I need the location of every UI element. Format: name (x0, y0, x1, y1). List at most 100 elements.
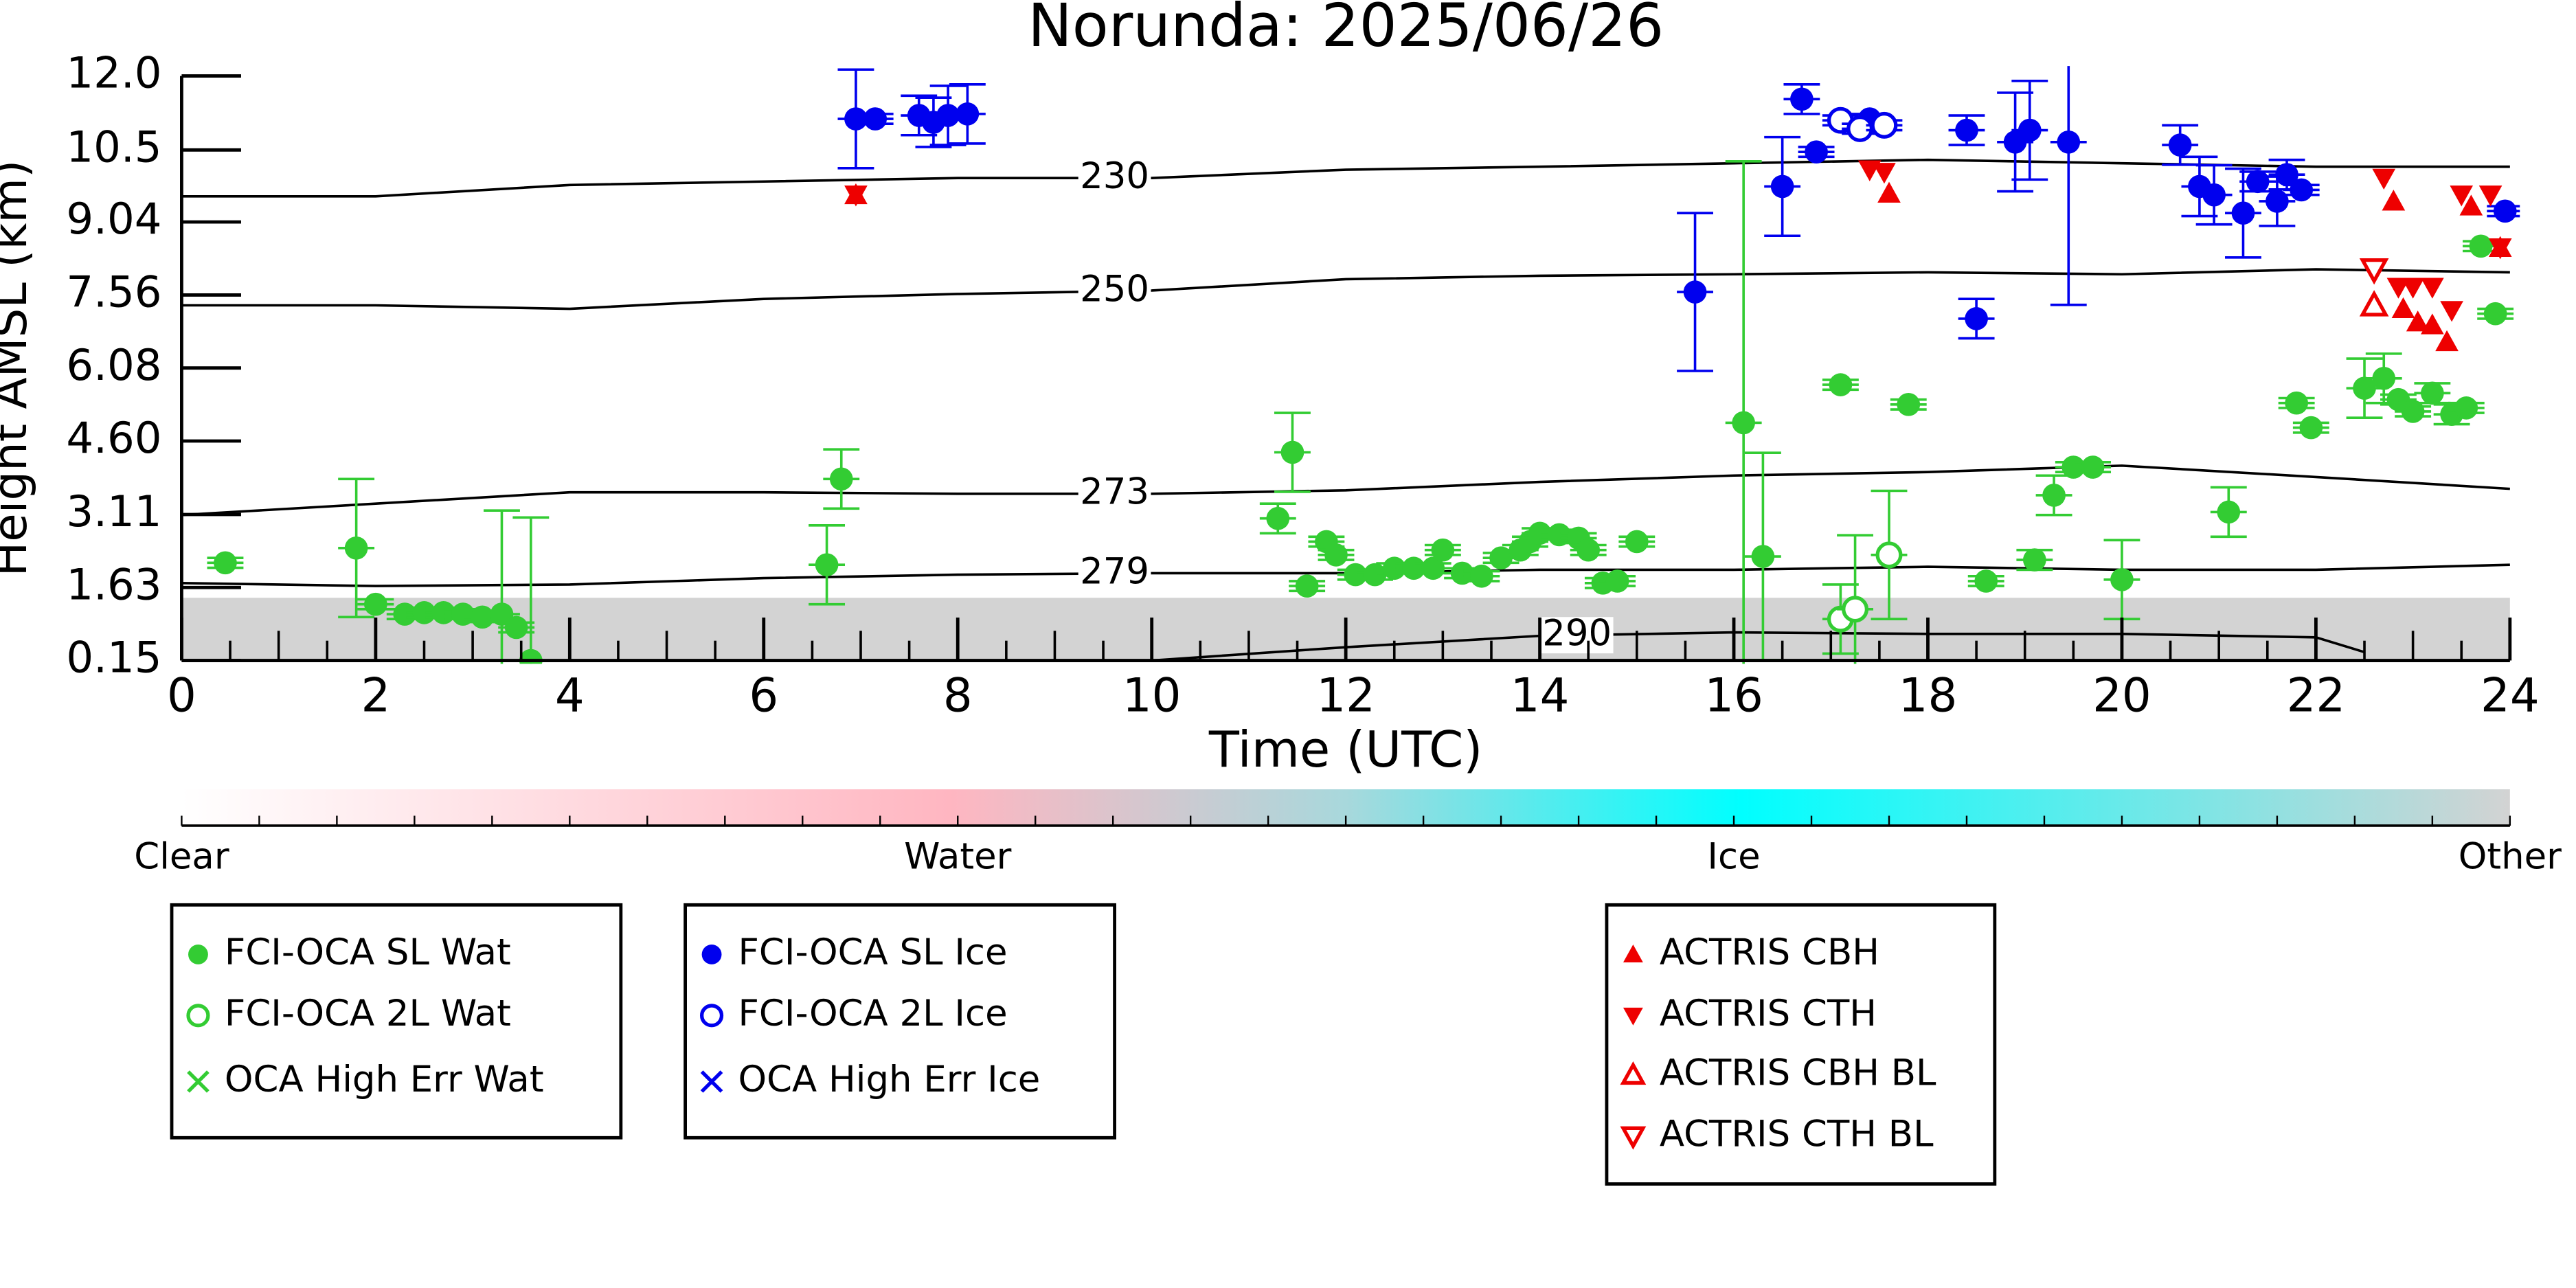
plot-area: 230 250 273 279 290 (181, 66, 2520, 664)
marker (2359, 290, 2389, 317)
marker (504, 615, 528, 640)
legend-marker (1623, 945, 1643, 962)
marker (1683, 280, 1707, 304)
marker (2290, 178, 2314, 202)
marker (1897, 393, 1921, 416)
marker (2435, 330, 2459, 352)
marker (2018, 118, 2042, 142)
y-tick-label: 10.5 (66, 122, 161, 172)
marker (2401, 278, 2425, 299)
marker (815, 553, 839, 577)
marker (2488, 238, 2512, 260)
legend-box (1605, 903, 1997, 1186)
marker (2421, 381, 2444, 405)
colorbar-label: Water (904, 836, 1012, 878)
marker (2478, 185, 2502, 207)
marker (2386, 278, 2410, 299)
marker (863, 107, 888, 131)
marker (2454, 396, 2478, 420)
marker (2493, 199, 2517, 223)
y-tick-label: 1.63 (66, 559, 161, 609)
x-tick-label: 22 (2287, 668, 2346, 722)
x-tick-label: 10 (1122, 668, 1182, 722)
x-axis-label: Time (UTC) (1208, 721, 1483, 779)
marker (829, 467, 853, 491)
x-tick-label: 14 (1511, 668, 1570, 722)
marker (1751, 545, 1775, 568)
contour-line (181, 268, 2510, 310)
marker (2406, 310, 2430, 332)
marker (2421, 313, 2444, 335)
x-tick-label: 0 (167, 668, 196, 722)
marker (2401, 400, 2425, 423)
marker (1842, 596, 1869, 623)
marker (1421, 556, 1445, 580)
y-tick-label: 0.15 (66, 633, 161, 683)
marker (364, 592, 387, 616)
marker (1877, 181, 1901, 203)
contour-label-bg (1078, 273, 1151, 310)
y-tick-label: 3.11 (66, 486, 161, 536)
contour-label-bg (1078, 555, 1151, 592)
marker (1324, 543, 1348, 567)
legend-marker (187, 1070, 210, 1093)
legend-box (170, 903, 623, 1140)
marker (2372, 168, 2396, 190)
legend-label: FCI-OCA 2L Wat (225, 993, 511, 1035)
legend-label: ACTRIS CBH (1660, 931, 1879, 973)
marker (2483, 302, 2507, 326)
legend-label: ACTRIS CTH (1660, 993, 1877, 1035)
legend-marker (700, 1070, 723, 1093)
x-tick-label: 2 (361, 668, 390, 722)
legend-label: FCI-OCA SL Wat (225, 931, 511, 973)
y-tick-label: 4.60 (66, 413, 161, 463)
legend-marker (701, 945, 722, 964)
legend-label: ACTRIS CTH BL (1660, 1113, 1934, 1155)
marker (956, 102, 980, 126)
marker (2266, 190, 2289, 213)
y-tick-label: 12.0 (66, 48, 161, 98)
chart-title: Norunda: 2025/06/26 (1028, 0, 1664, 60)
x-tick-label: 16 (1704, 668, 1763, 722)
marker (2231, 201, 2255, 225)
legend-marker (1620, 1061, 1647, 1085)
marker (1280, 440, 1304, 464)
marker (214, 551, 237, 575)
marker (1548, 523, 1571, 547)
marker (1790, 87, 1814, 111)
legend-label: OCA High Err Wat (225, 1059, 544, 1100)
colorbar-label: Clear (134, 836, 229, 878)
marker (1875, 541, 1903, 569)
legend-box (683, 903, 1116, 1140)
marker (1871, 111, 1898, 139)
marker (2469, 234, 2493, 258)
legend-label: OCA High Err Ice (738, 1059, 1041, 1100)
marker (2382, 190, 2406, 211)
marker (1873, 163, 1896, 184)
x-tick-label: 24 (2481, 668, 2540, 722)
marker (1470, 564, 1493, 588)
marker (1955, 118, 1978, 142)
y-tick-label: 6.08 (66, 340, 161, 390)
colorbar-label: Other (2459, 836, 2562, 878)
legend-marker (1620, 1126, 1647, 1150)
marker (1489, 546, 1513, 569)
legend-label: FCI-OCA SL Ice (738, 931, 1008, 973)
marker (2372, 366, 2396, 390)
y-tick-label: 7.56 (66, 267, 161, 317)
marker (2285, 391, 2308, 415)
marker (844, 185, 868, 207)
marker (2459, 194, 2483, 216)
marker (2081, 455, 2105, 479)
marker (2440, 301, 2463, 322)
x-tick-label: 8 (943, 668, 973, 722)
y-axis-label: Height AMSL (km) (0, 160, 37, 577)
x-tick-label: 6 (749, 668, 778, 722)
legend-label: FCI-OCA 2L Ice (738, 993, 1008, 1035)
colorbar-label: Ice (1707, 836, 1760, 878)
marker (2217, 500, 2241, 524)
marker (1577, 538, 1601, 562)
marker (2042, 484, 2066, 507)
marker (1965, 307, 1988, 330)
